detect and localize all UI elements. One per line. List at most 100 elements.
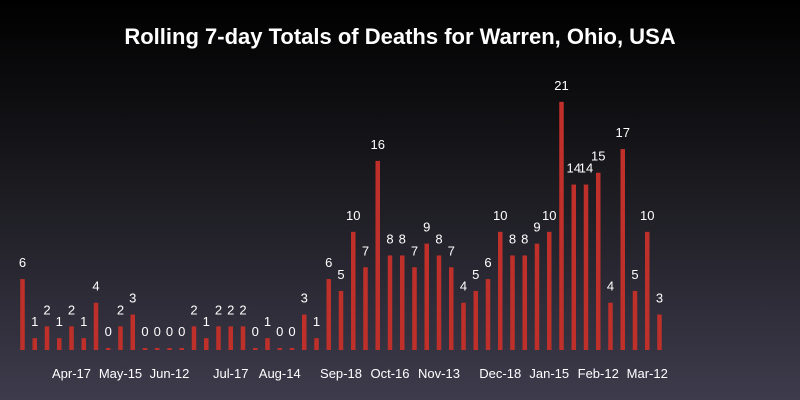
chart-title: Rolling 7-day Totals of Deaths for Warre…	[124, 24, 675, 49]
bar	[314, 338, 319, 350]
bar-value-label: 6	[19, 255, 26, 270]
bar-value-label: 2	[43, 302, 50, 317]
bar-value-label: 1	[313, 314, 320, 329]
bar	[179, 348, 184, 350]
bar	[547, 231, 552, 350]
bar	[142, 348, 148, 350]
bar-value-label: 2	[215, 302, 222, 317]
bar-value-label: 10	[346, 208, 360, 223]
bar	[559, 101, 564, 350]
x-tick-label: Feb-12	[578, 366, 619, 381]
bar-value-label: 0	[105, 324, 112, 339]
bar	[326, 279, 331, 350]
bar	[106, 348, 111, 350]
bar-value-label: 5	[472, 267, 479, 282]
bars-group	[20, 101, 662, 350]
bar	[118, 326, 123, 350]
bar	[510, 255, 515, 350]
bar	[424, 243, 429, 350]
x-tick-label: Mar-12	[627, 366, 668, 381]
bar	[473, 290, 478, 350]
x-tick-label: May-15	[99, 366, 142, 381]
bar-value-label: 3	[129, 291, 136, 306]
bar-value-label: 4	[92, 279, 99, 294]
bar	[620, 149, 625, 350]
bar	[93, 302, 99, 350]
x-tick-label: Sep-18	[320, 366, 362, 381]
x-axis-ticks: Apr-17 May-15 Jun-12 Jul-17 Aug-14 Sep-18 Oct-…	[52, 366, 668, 381]
bar-value-label: 14	[567, 161, 581, 176]
bar	[130, 314, 135, 350]
bar-value-label: 8	[435, 231, 442, 246]
bar-value-label: 0	[154, 324, 161, 339]
bar-value-label: 0	[252, 324, 259, 339]
x-tick-label: Nov-13	[418, 366, 460, 381]
bar	[583, 184, 589, 350]
bar-value-label: 10	[542, 208, 556, 223]
bar	[571, 184, 576, 350]
bar-value-label: 1	[264, 314, 271, 329]
bar-value-label: 8	[399, 231, 406, 246]
bar	[449, 267, 454, 350]
bar-value-label: 15	[591, 149, 605, 164]
bar	[155, 348, 160, 350]
bar	[204, 338, 209, 350]
bar-value-label: 3	[301, 291, 308, 306]
x-tick-label: Oct-16	[370, 366, 409, 381]
x-tick-label: Apr-17	[52, 366, 91, 381]
bar-value-label: 1	[203, 314, 210, 329]
bar	[338, 290, 344, 350]
bar	[645, 231, 650, 350]
bar-value-label: 2	[227, 302, 234, 317]
bar-value-label: 8	[521, 231, 528, 246]
bar	[534, 243, 540, 350]
bar-value-label: 2	[190, 302, 197, 317]
bar-value-label: 0	[166, 324, 173, 339]
bar	[498, 231, 503, 350]
bar	[485, 279, 491, 350]
bar	[191, 326, 197, 350]
bar-value-label: 16	[371, 137, 385, 152]
bar	[387, 255, 393, 350]
bar-value-label: 10	[640, 208, 654, 223]
bar-value-label: 17	[616, 125, 630, 140]
bar-value-label: 7	[411, 243, 418, 258]
bar-value-label: 7	[448, 243, 455, 258]
bar	[253, 348, 258, 350]
bar	[596, 172, 601, 350]
bar	[412, 267, 417, 350]
bar-value-label: 7	[362, 243, 369, 258]
bar	[375, 160, 380, 350]
bar	[32, 338, 37, 350]
x-tick-label: Dec-18	[479, 366, 521, 381]
bar-value-label: 0	[276, 324, 283, 339]
bar-value-label: 4	[460, 279, 467, 294]
x-tick-label: Jul-17	[213, 366, 248, 381]
bar-value-label: 1	[56, 314, 63, 329]
bar-value-label: 10	[493, 208, 507, 223]
x-tick-label: Jun-12	[150, 366, 190, 381]
bar	[608, 302, 613, 350]
bar	[302, 314, 307, 350]
bar	[69, 326, 74, 350]
bar-value-label: 3	[656, 291, 663, 306]
x-tick-label: Aug-14	[259, 366, 301, 381]
bar-value-label: 5	[337, 267, 344, 282]
bar-value-label: 21	[554, 78, 568, 93]
bar-value-label: 8	[509, 231, 516, 246]
bar	[20, 279, 25, 350]
bar-value-label: 2	[117, 302, 124, 317]
bar-value-label: 0	[141, 324, 148, 339]
bar-value-label: 9	[533, 220, 540, 235]
bar	[167, 348, 172, 350]
bar	[216, 326, 221, 350]
bar	[265, 338, 270, 350]
bar	[81, 338, 86, 350]
bar	[632, 290, 638, 350]
bar-value-label: 2	[68, 302, 75, 317]
bar	[363, 267, 368, 350]
bar-value-label: 2	[239, 302, 246, 317]
bar-value-label: 9	[423, 220, 430, 235]
